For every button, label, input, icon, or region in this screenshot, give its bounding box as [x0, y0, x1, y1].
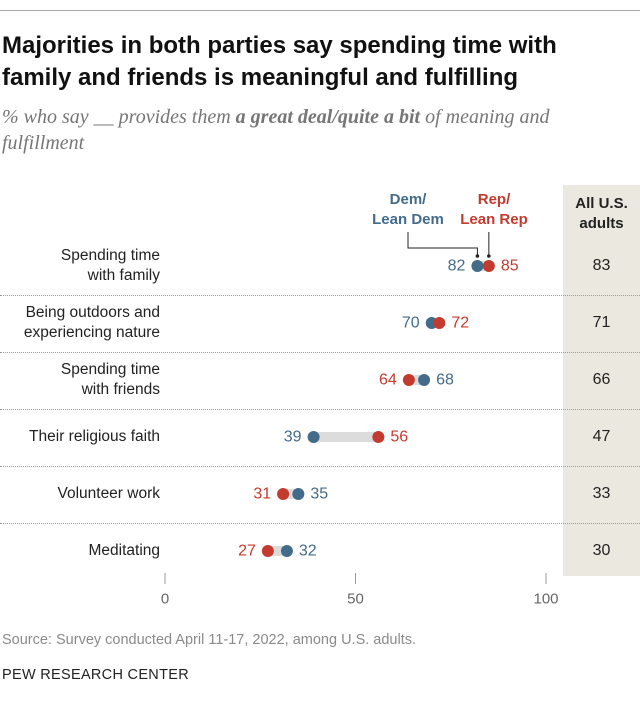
dem-dot — [418, 374, 431, 386]
row-label: Spending time with family — [0, 246, 160, 286]
rep-value-label: 85 — [501, 258, 519, 275]
row-label-line2: with friends — [81, 381, 160, 398]
row-label: Meditating — [0, 541, 160, 561]
rep-dot — [277, 488, 290, 500]
dem-value-label: 32 — [299, 543, 317, 560]
x-tick-label: 0 — [161, 591, 169, 608]
row-label: Being outdoors and experiencing nature — [0, 303, 160, 343]
dem-value-label: 35 — [310, 486, 328, 503]
chart-subtitle: % who say __ provides them a great deal/… — [2, 104, 632, 156]
legend-rep-line1: Rep/ — [477, 191, 511, 208]
row-label-line1: Volunteer work — [57, 485, 160, 502]
dem-dot — [471, 260, 484, 272]
legend-dem-leader-line — [407, 232, 478, 256]
all-adults-column-header: All U.S. adults — [563, 194, 640, 234]
dem-value-label: 39 — [284, 429, 302, 446]
dem-value-label: 68 — [436, 372, 454, 389]
rep-dot — [482, 260, 495, 272]
rep-dot — [402, 374, 415, 386]
row-label-line2: with family — [87, 267, 160, 284]
row-label-line1: Meditating — [88, 542, 160, 559]
legend-dem-leader-dot — [475, 254, 480, 258]
row-separator — [0, 351, 640, 353]
row-separator — [0, 294, 640, 296]
row-separator — [0, 408, 640, 410]
dem-dot — [292, 488, 305, 500]
legend-rep-line2: Lean Rep — [460, 211, 528, 228]
legend-rep-leader-dot — [487, 254, 491, 258]
row-label: Volunteer work — [0, 484, 160, 504]
legend-rep: Rep/ Lean Rep — [448, 190, 540, 230]
row-label: Spending time with friends — [0, 360, 160, 400]
rep-value-label: 31 — [253, 486, 271, 503]
row-separator — [0, 522, 640, 524]
row-label-line1: Being outdoors and — [25, 304, 160, 321]
legend-dem-line1: Dem/ — [389, 191, 427, 208]
rep-value-label: 72 — [451, 315, 469, 332]
row-label-line2: experiencing nature — [23, 324, 160, 341]
all-adults-value: 71 — [592, 314, 611, 331]
subtitle-suffix: of meaning and fulfillment — [2, 106, 550, 154]
dem-value-label: 70 — [402, 315, 420, 332]
subtitle-prefix: % who say __ provides them — [2, 106, 236, 128]
all-adults-value: 66 — [592, 371, 611, 388]
row-separator — [0, 465, 640, 467]
x-tick-label: 50 — [347, 591, 364, 608]
all-adults-header-line2: adults — [579, 215, 624, 232]
x-tick-label: 100 — [533, 591, 558, 608]
all-adults-value: 47 — [592, 428, 611, 445]
row-label: Their religious faith — [0, 427, 160, 447]
top-rule — [0, 10, 640, 11]
all-adults-header-line1: All U.S. — [575, 195, 628, 212]
dem-value-label: 82 — [448, 258, 466, 275]
row-label-line1: Spending time — [60, 247, 160, 264]
all-adults-value: 30 — [592, 542, 611, 559]
dem-dot — [280, 545, 293, 557]
chart-title: Majorities in both parties say spending … — [2, 32, 557, 91]
legend-dem: Dem/ Lean Dem — [346, 190, 470, 230]
all-adults-value: 33 — [592, 485, 611, 502]
all-adults-value: 83 — [592, 257, 611, 274]
source-note: Source: Survey conducted April 11-17, 20… — [2, 632, 417, 648]
rep-dot — [261, 545, 274, 557]
organization-name: PEW RESEARCH CENTER — [2, 667, 189, 683]
row-label-line1: Their religious faith — [29, 428, 160, 445]
dem-dot — [307, 431, 320, 443]
rep-dot — [372, 431, 385, 443]
all-adults-column-band — [563, 185, 640, 576]
rep-value-label: 27 — [238, 543, 256, 560]
rep-dot — [433, 317, 446, 329]
rep-value-label: 64 — [379, 372, 397, 389]
rep-value-label: 56 — [390, 429, 408, 446]
legend-dem-line2: Lean Dem — [372, 211, 444, 228]
subtitle-emphasis: a great deal/quite a bit — [235, 106, 421, 128]
row-label-line1: Spending time — [60, 361, 160, 378]
